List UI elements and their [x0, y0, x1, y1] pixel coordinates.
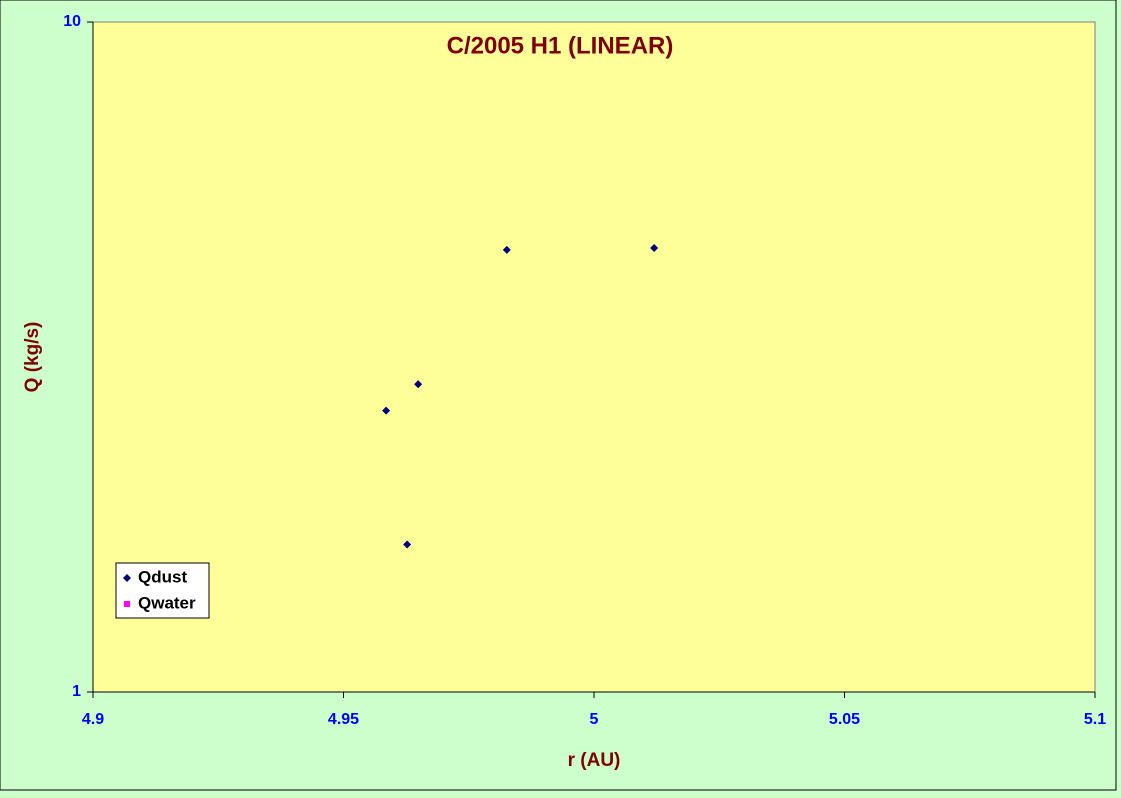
data-point [403, 540, 412, 549]
x-tick-label: 4.9 [82, 711, 104, 728]
chart-title: C/2005 H1 (LINEAR) [447, 32, 674, 59]
x-axis-label: r (AU) [568, 750, 621, 771]
legend-marker [124, 601, 130, 607]
y-axis-label: Q (kg/s) [22, 322, 43, 393]
legend-marker [123, 574, 131, 582]
y-tick-label: 10 [63, 13, 81, 30]
legend-label: Qdust [138, 567, 187, 586]
x-tick-label: 5.05 [829, 711, 860, 728]
data-point [650, 243, 659, 252]
x-tick-label: 5 [590, 711, 599, 728]
plot-area [92, 21, 1096, 693]
y-tick-label: 1 [72, 683, 81, 700]
data-point [414, 380, 423, 389]
legend-label: Qwater [138, 593, 196, 612]
data-point [382, 406, 391, 415]
x-tick-label: 4.95 [328, 711, 359, 728]
x-tick-label: 5.1 [1084, 711, 1106, 728]
legend [115, 562, 210, 619]
data-point [502, 245, 511, 254]
